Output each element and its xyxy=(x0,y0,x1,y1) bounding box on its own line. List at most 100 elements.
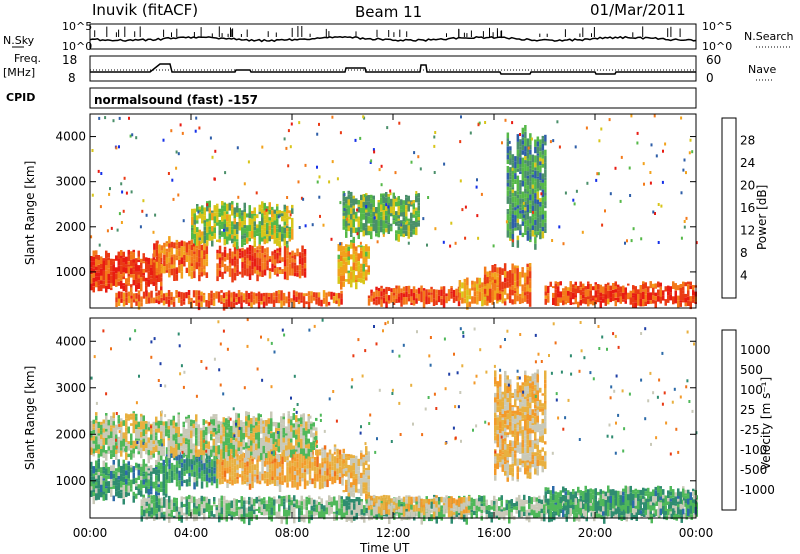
power-cell xyxy=(268,268,272,272)
velocity-cell xyxy=(367,495,371,499)
power-cell xyxy=(286,258,289,267)
velocity-cell xyxy=(137,469,140,476)
power-cell xyxy=(236,212,239,217)
power-cell xyxy=(173,242,176,249)
velocity-cell xyxy=(132,448,135,454)
velocity-cell xyxy=(137,427,140,430)
power-cell xyxy=(178,250,181,257)
power-cell xyxy=(155,272,159,276)
power-cell xyxy=(531,162,535,170)
power-cell xyxy=(506,230,510,238)
power-cell xyxy=(350,279,353,288)
velocity-cell xyxy=(547,498,550,505)
power-cell xyxy=(526,161,530,167)
power-cell xyxy=(536,165,540,171)
power-cell xyxy=(345,279,348,282)
power-cell xyxy=(667,295,670,303)
power-cell xyxy=(636,141,639,145)
power-cell xyxy=(246,231,249,238)
velocity-cell xyxy=(200,470,204,477)
power-cell xyxy=(256,224,259,229)
velocity-cell xyxy=(552,509,555,512)
velocity-cell xyxy=(637,501,640,506)
velocity-cell xyxy=(175,497,178,501)
power-cell xyxy=(511,239,514,243)
power-cell xyxy=(518,271,522,280)
power-cell xyxy=(243,225,246,229)
velocity-cell xyxy=(210,449,213,457)
velocity-cell xyxy=(513,503,516,507)
velocity-cell xyxy=(587,497,590,503)
velocity-cell xyxy=(679,499,682,504)
power-cell xyxy=(236,272,239,276)
power-cell xyxy=(132,252,135,260)
power-cell xyxy=(355,246,358,252)
power-cell xyxy=(236,146,239,150)
velocity-cell xyxy=(437,507,441,512)
power-cell xyxy=(231,204,234,209)
power-cell xyxy=(529,237,532,243)
power-cell xyxy=(417,222,420,227)
velocity-cell xyxy=(221,475,224,480)
power-cell xyxy=(503,282,507,289)
power-cell xyxy=(155,299,158,303)
velocity-cell xyxy=(348,496,351,503)
power-cell xyxy=(380,197,383,205)
velocity-cell xyxy=(313,471,317,474)
power-cell xyxy=(397,206,400,212)
power-cell xyxy=(102,258,105,261)
power-cell xyxy=(558,225,561,229)
velocity-cell xyxy=(220,495,223,501)
power-cell xyxy=(662,295,665,301)
velocity-cell xyxy=(155,482,158,486)
power-cell xyxy=(342,219,345,227)
power-cell xyxy=(193,271,196,279)
velocity-cell xyxy=(180,475,184,481)
power-cell xyxy=(278,260,282,264)
velocity-cell xyxy=(610,510,613,518)
velocity-cell xyxy=(298,500,301,506)
power-cell xyxy=(508,270,512,277)
power-cell xyxy=(683,158,686,162)
power-cell xyxy=(100,268,103,276)
velocity-cell xyxy=(231,480,234,486)
power-cell xyxy=(519,210,522,214)
velocity-cell xyxy=(350,482,353,488)
nave-tick-top: 60 xyxy=(706,53,721,67)
power-cell xyxy=(265,299,268,306)
velocity-cell xyxy=(578,498,581,504)
power-cell xyxy=(382,233,385,237)
power-cell xyxy=(142,261,145,264)
velocity-cell xyxy=(594,499,597,503)
power-cell xyxy=(506,186,510,191)
power-cell xyxy=(179,123,182,127)
velocity-cell xyxy=(245,507,248,514)
velocity-cell xyxy=(168,502,171,510)
power-cell xyxy=(222,302,226,311)
power-cell xyxy=(248,265,252,270)
velocity-cell xyxy=(142,429,145,437)
power-cell xyxy=(452,289,456,298)
power-cell xyxy=(523,272,527,279)
power-cell xyxy=(392,218,395,221)
velocity-cell xyxy=(540,504,543,509)
velocity-cell xyxy=(358,497,361,505)
power-cell xyxy=(397,234,400,242)
velocity-cell xyxy=(280,496,283,499)
power-cell xyxy=(511,224,515,229)
power-cell xyxy=(496,281,499,286)
velocity-cell xyxy=(303,481,307,490)
velocity-cell xyxy=(348,505,351,510)
velocity-cell xyxy=(212,425,215,428)
velocity-cell xyxy=(195,449,198,457)
power-cell xyxy=(506,209,510,212)
power-cell xyxy=(521,144,525,151)
velocity-cell xyxy=(236,460,239,465)
power-cell xyxy=(340,261,343,267)
power-cell xyxy=(197,295,201,300)
power-cell xyxy=(535,234,538,238)
velocity-cell xyxy=(142,479,145,485)
velocity-cell xyxy=(315,512,318,516)
power-cell xyxy=(385,220,388,224)
velocity-cell xyxy=(202,430,205,438)
